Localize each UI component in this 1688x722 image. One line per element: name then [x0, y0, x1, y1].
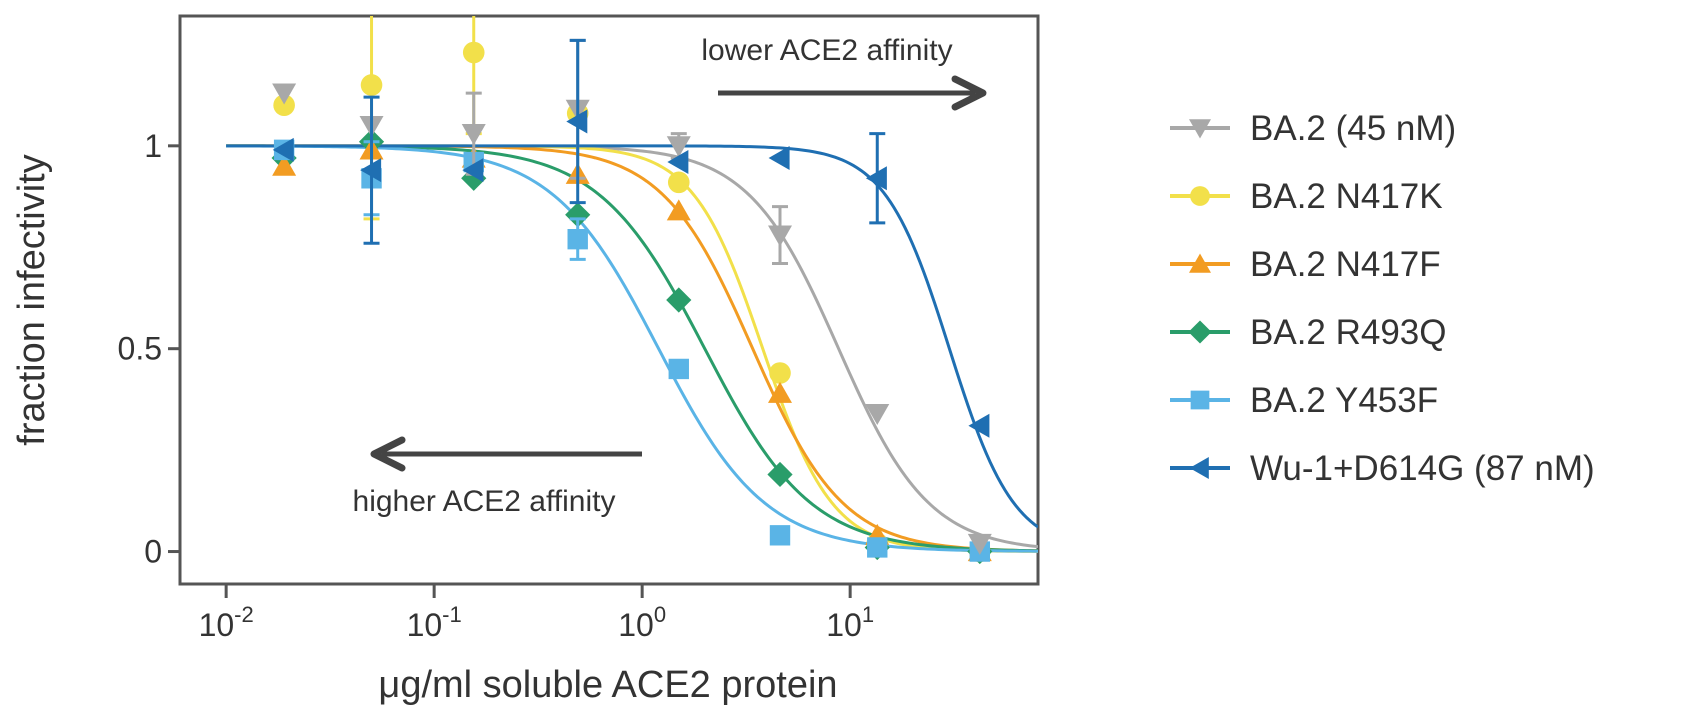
legend-marker [1189, 119, 1211, 139]
legend-label: Wu-1+D614G (87 nM) [1250, 449, 1595, 488]
legend-label: BA.2 N417K [1250, 177, 1443, 216]
legend-marker [1190, 390, 1210, 410]
data-point [272, 154, 297, 176]
fit-curve-5 [226, 144, 1038, 529]
legend-item-5: Wu-1+D614G (87 nM) [1170, 449, 1595, 488]
data-point [360, 158, 382, 183]
data-point [567, 228, 588, 250]
data-point [668, 358, 689, 380]
y-tick-label: 0.5 [118, 331, 162, 367]
series-points-1 [273, 16, 991, 563]
data-point [967, 533, 992, 555]
legend-item-0: BA.2 (45 nM) [1170, 109, 1456, 148]
data-point [565, 202, 591, 228]
data-point [462, 41, 485, 64]
data-point [666, 199, 691, 221]
data-point [360, 74, 383, 96]
data-points [271, 16, 993, 565]
data-point [768, 225, 793, 247]
data-point [272, 137, 294, 162]
legend-marker [1189, 457, 1209, 479]
legend-label: BA.2 (45 nM) [1250, 109, 1456, 148]
fit-curve-0 [226, 144, 1038, 549]
legend-label: BA.2 N417F [1250, 245, 1441, 284]
data-point [865, 404, 890, 425]
y-axis-title: fraction infectivity [11, 154, 53, 445]
legend-item-4: BA.2 Y453F [1170, 381, 1438, 420]
data-point [865, 166, 887, 191]
legend-marker [1189, 253, 1211, 273]
data-point [768, 146, 790, 170]
data-point [968, 413, 990, 438]
data-point [769, 525, 791, 546]
fit-curves [226, 144, 1038, 553]
data-point [667, 150, 689, 175]
x-axis-title: μg/ml soluble ACE2 protein [378, 664, 837, 706]
annotations: lower ACE2 affinity higher ACE2 affinity [353, 34, 987, 518]
legend-item-1: BA.2 N417K [1170, 177, 1443, 216]
lower-affinity-label: lower ACE2 affinity [701, 34, 952, 67]
legend-marker [1190, 186, 1210, 206]
data-point [462, 158, 484, 183]
x-tick-label: 100 [618, 602, 666, 643]
data-point [273, 94, 295, 117]
legend-item-3: BA.2 R493Q [1170, 313, 1447, 352]
x-tick-label: 101 [826, 602, 874, 643]
data-point [769, 362, 791, 384]
right-arrow-icon [718, 75, 987, 111]
fit-curve-4 [226, 144, 1038, 553]
higher-affinity-label: higher ACE2 affinity [353, 485, 616, 518]
legend-marker [1188, 320, 1212, 344]
axes: 0 0.5 1 10-2 10-1 100 101 [118, 14, 1040, 643]
plot-frame [178, 14, 1040, 586]
data-point [767, 461, 793, 488]
legend-item-2: BA.2 N417F [1170, 245, 1441, 284]
data-point [666, 287, 692, 313]
y-tick-label: 1 [144, 128, 162, 164]
data-point [461, 124, 486, 146]
legend-label: BA.2 Y453F [1250, 381, 1438, 420]
x-tick-label: 10-2 [199, 602, 254, 643]
data-point [667, 171, 690, 194]
data-point [867, 537, 888, 558]
y-tick-label: 0 [144, 534, 162, 570]
left-arrow-icon [370, 436, 642, 472]
legend: BA.2 (45 nM) BA.2 N417K BA.2 N417F BA.2 R49… [1170, 109, 1595, 488]
data-point [272, 83, 297, 105]
data-point [768, 381, 793, 403]
series-points-5 [272, 38, 990, 438]
data-point [566, 109, 588, 134]
data-point [666, 136, 691, 158]
x-tick-label: 10-1 [407, 602, 462, 643]
legend-label: BA.2 R493Q [1250, 313, 1447, 352]
